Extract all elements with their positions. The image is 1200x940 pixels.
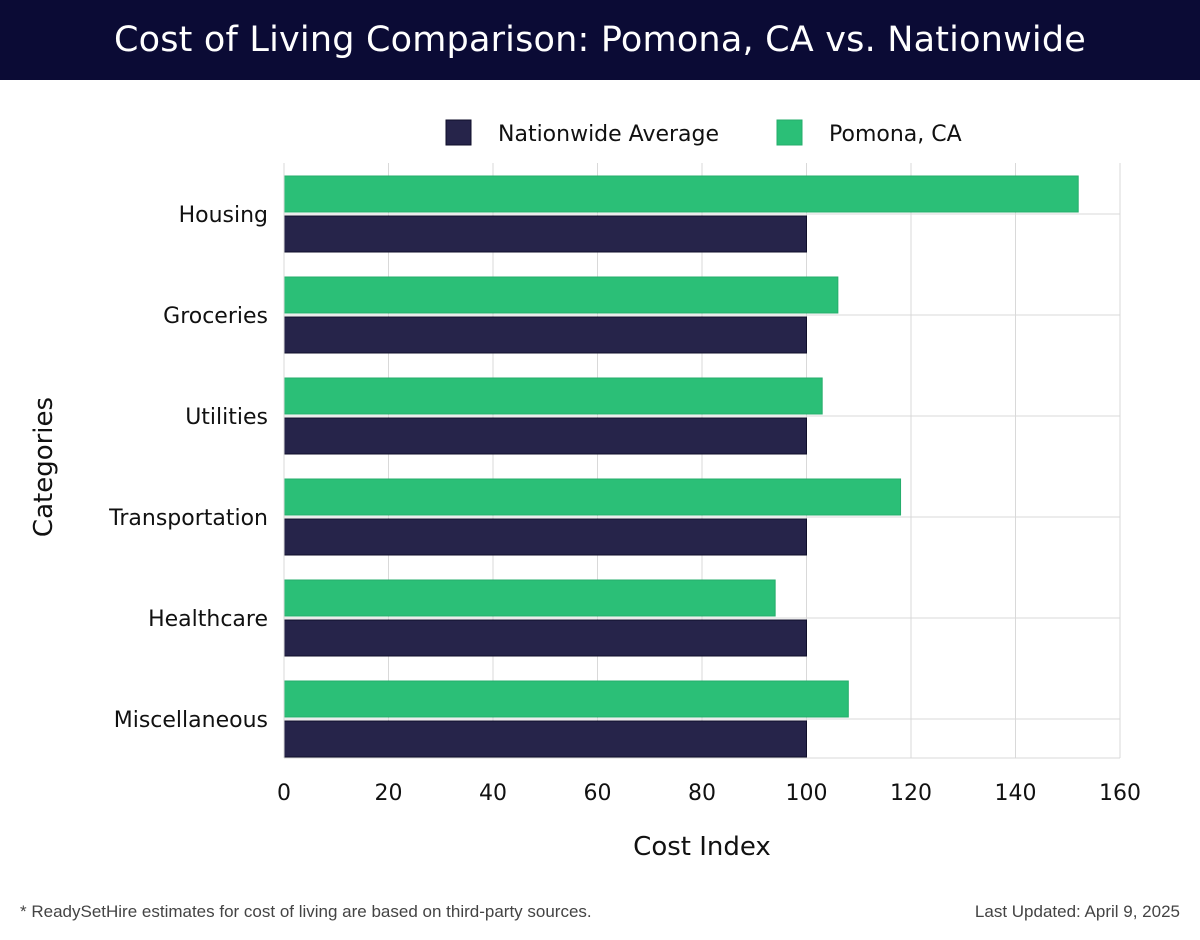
bar-pomona-utilities bbox=[283, 377, 823, 415]
legend: Nationwide Average Pomona, CA bbox=[445, 119, 962, 147]
legend-label-pomona: Pomona, CA bbox=[829, 122, 962, 147]
x-tick-label: 0 bbox=[277, 781, 291, 806]
y-tick-label: Groceries bbox=[163, 304, 268, 329]
last-updated: Last Updated: April 9, 2025 bbox=[974, 902, 1180, 921]
x-tick-label: 120 bbox=[890, 781, 932, 806]
bar-nationwide-transportation bbox=[283, 518, 807, 556]
bar-pomona-miscellaneous bbox=[283, 680, 849, 718]
y-axis-title: Categories bbox=[29, 397, 59, 537]
x-axis-title: Cost Index bbox=[633, 832, 771, 862]
bar-nationwide-healthcare bbox=[283, 619, 807, 657]
bar-pomona-transportation bbox=[283, 478, 902, 516]
y-tick-label: Healthcare bbox=[148, 607, 268, 632]
y-tick-label: Utilities bbox=[185, 405, 268, 430]
bar-nationwide-utilities bbox=[283, 417, 807, 455]
chart-header: Cost of Living Comparison: Pomona, CA vs… bbox=[0, 0, 1200, 80]
x-tick-label: 160 bbox=[1099, 781, 1141, 806]
x-tick-label: 40 bbox=[479, 781, 507, 806]
x-tick-label: 20 bbox=[375, 781, 403, 806]
y-tick-label: Housing bbox=[179, 203, 268, 228]
y-tick-label: Transportation bbox=[108, 506, 268, 531]
bar-nationwide-miscellaneous bbox=[283, 720, 807, 758]
y-tick-label: Miscellaneous bbox=[114, 708, 268, 733]
bar-nationwide-housing bbox=[283, 215, 807, 253]
chart-title: Cost of Living Comparison: Pomona, CA vs… bbox=[114, 20, 1086, 60]
axes: 0 20 40 60 80 100 120 140 160 Housing Groceries Uti… bbox=[29, 163, 1141, 862]
bar-chart: 0 20 40 60 80 100 120 140 160 Housing Groceries Uti… bbox=[29, 119, 1141, 862]
bar-pomona-groceries bbox=[283, 276, 839, 314]
x-tick-label: 100 bbox=[786, 781, 828, 806]
legend-label-nationwide: Nationwide Average bbox=[498, 122, 719, 147]
legend-swatch-nationwide bbox=[445, 119, 472, 146]
x-tick-label: 80 bbox=[688, 781, 716, 806]
grid-lines bbox=[283, 163, 1121, 758]
legend-swatch-pomona bbox=[776, 119, 803, 146]
x-tick-label: 140 bbox=[995, 781, 1037, 806]
source-note: * ReadySetHire estimates for cost of liv… bbox=[20, 902, 592, 921]
bars bbox=[283, 175, 1079, 758]
x-tick-label: 60 bbox=[584, 781, 612, 806]
bar-pomona-housing bbox=[283, 175, 1079, 213]
bar-nationwide-groceries bbox=[283, 316, 807, 354]
bar-pomona-healthcare bbox=[283, 579, 776, 617]
